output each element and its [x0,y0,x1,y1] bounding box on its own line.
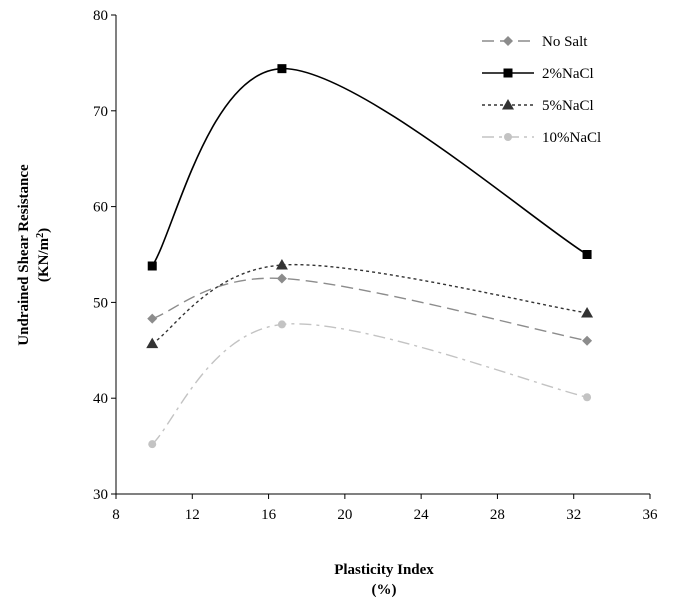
series-line [151,67,588,267]
series-circle [148,320,592,449]
x-axis-unit: (%) [372,582,397,598]
legend-item: 2%NaCl [482,66,594,82]
y-tick-label: 60 [93,200,108,216]
legend-item: 10%NaCl [482,130,601,146]
legend-item: 5%NaCl [482,98,594,114]
y-tick-label: 40 [93,391,108,407]
data-point [276,273,287,284]
legend-marker [504,133,512,141]
data-point [583,393,592,402]
series-diamond [147,273,593,346]
y-tick-label: 30 [93,487,108,503]
y-tick-label: 70 [93,104,108,120]
legend-label: 5%NaCl [542,98,594,114]
data-point [277,320,286,329]
x-tick-label: 8 [112,507,120,523]
y-axis-unit-end: ) [36,228,52,233]
y-axis-unit-sup: 2 [35,233,46,238]
x-tick-label: 24 [414,507,430,523]
y-axis-unit-base: (KN/m [36,237,52,282]
legend-label: 10%NaCl [542,130,601,146]
legend-marker [503,36,513,46]
data-point [277,64,287,74]
legend-label: No Salt [542,34,588,50]
data-point [581,306,594,318]
data-point [147,261,157,271]
x-tick-label: 36 [643,507,659,523]
data-point [582,250,592,259]
legend-marker [503,68,513,78]
legend-marker [502,99,514,110]
x-axis-title: Plasticity Index [334,562,434,578]
data-point [147,313,158,324]
series-square [147,64,592,271]
x-tick-label: 16 [261,507,277,523]
data-point [146,337,159,349]
y-axis-title-group: Undrained Shear Resistance (KN/m2) [16,164,52,346]
x-tick-label: 12 [185,507,200,523]
y-tick-label: 50 [93,295,108,311]
series-line [152,277,588,342]
legend-item: No Salt [482,34,588,50]
data-point [148,440,157,449]
x-tick-label: 20 [337,507,352,523]
x-tick-label: 32 [566,507,581,523]
series-line [151,263,588,345]
y-tick-label: 80 [93,8,108,24]
data-point [582,335,593,346]
data-point [275,259,288,270]
series-triangle [146,259,594,349]
legend-label: 2%NaCl [542,66,594,82]
axes: 30 40 50 60 70 80 8 12 16 20 24 28 32 36 [93,8,658,523]
legend: No Salt 2%NaCl 5%NaCl 10%NaCl [482,34,601,146]
y-axis-title: Undrained Shear Resistance [16,164,32,346]
x-tick-label: 28 [490,507,505,523]
y-axis-unit: (KN/m2) [35,228,52,282]
series-layer [146,64,594,449]
